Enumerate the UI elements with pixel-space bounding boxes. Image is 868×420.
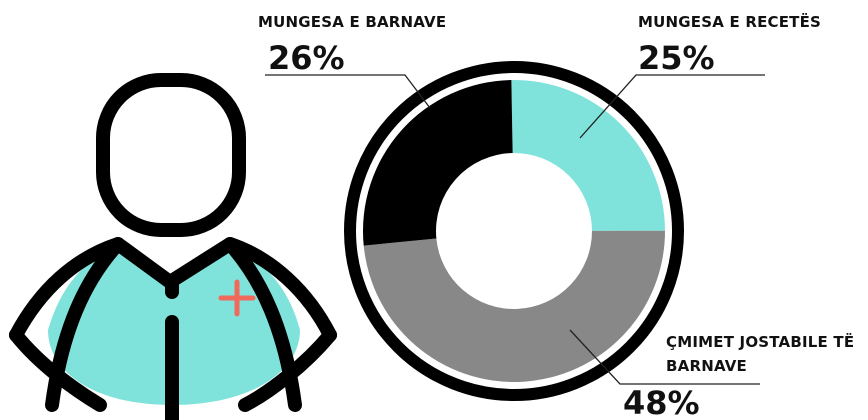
- leader-line: [265, 74, 431, 109]
- plus-icon: [218, 279, 256, 317]
- value-label: 25%: [638, 39, 715, 77]
- pie-slice: [363, 230, 665, 383]
- leader-line: [569, 329, 760, 385]
- outer-ring: [344, 61, 684, 401]
- pie-slice: [511, 79, 665, 231]
- category-label: MUNGESA E BARNAVE: [258, 13, 447, 31]
- category-label: ÇMIMET JOSTABILE TË BARNAVE: [666, 333, 855, 375]
- person-icon: [9, 73, 337, 420]
- category-label: MUNGESA E RECETËS: [638, 13, 822, 31]
- pie-slice: [363, 80, 513, 246]
- value-label: 48%: [623, 384, 700, 420]
- leader-line: [579, 74, 765, 139]
- value-label: 26%: [268, 39, 345, 77]
